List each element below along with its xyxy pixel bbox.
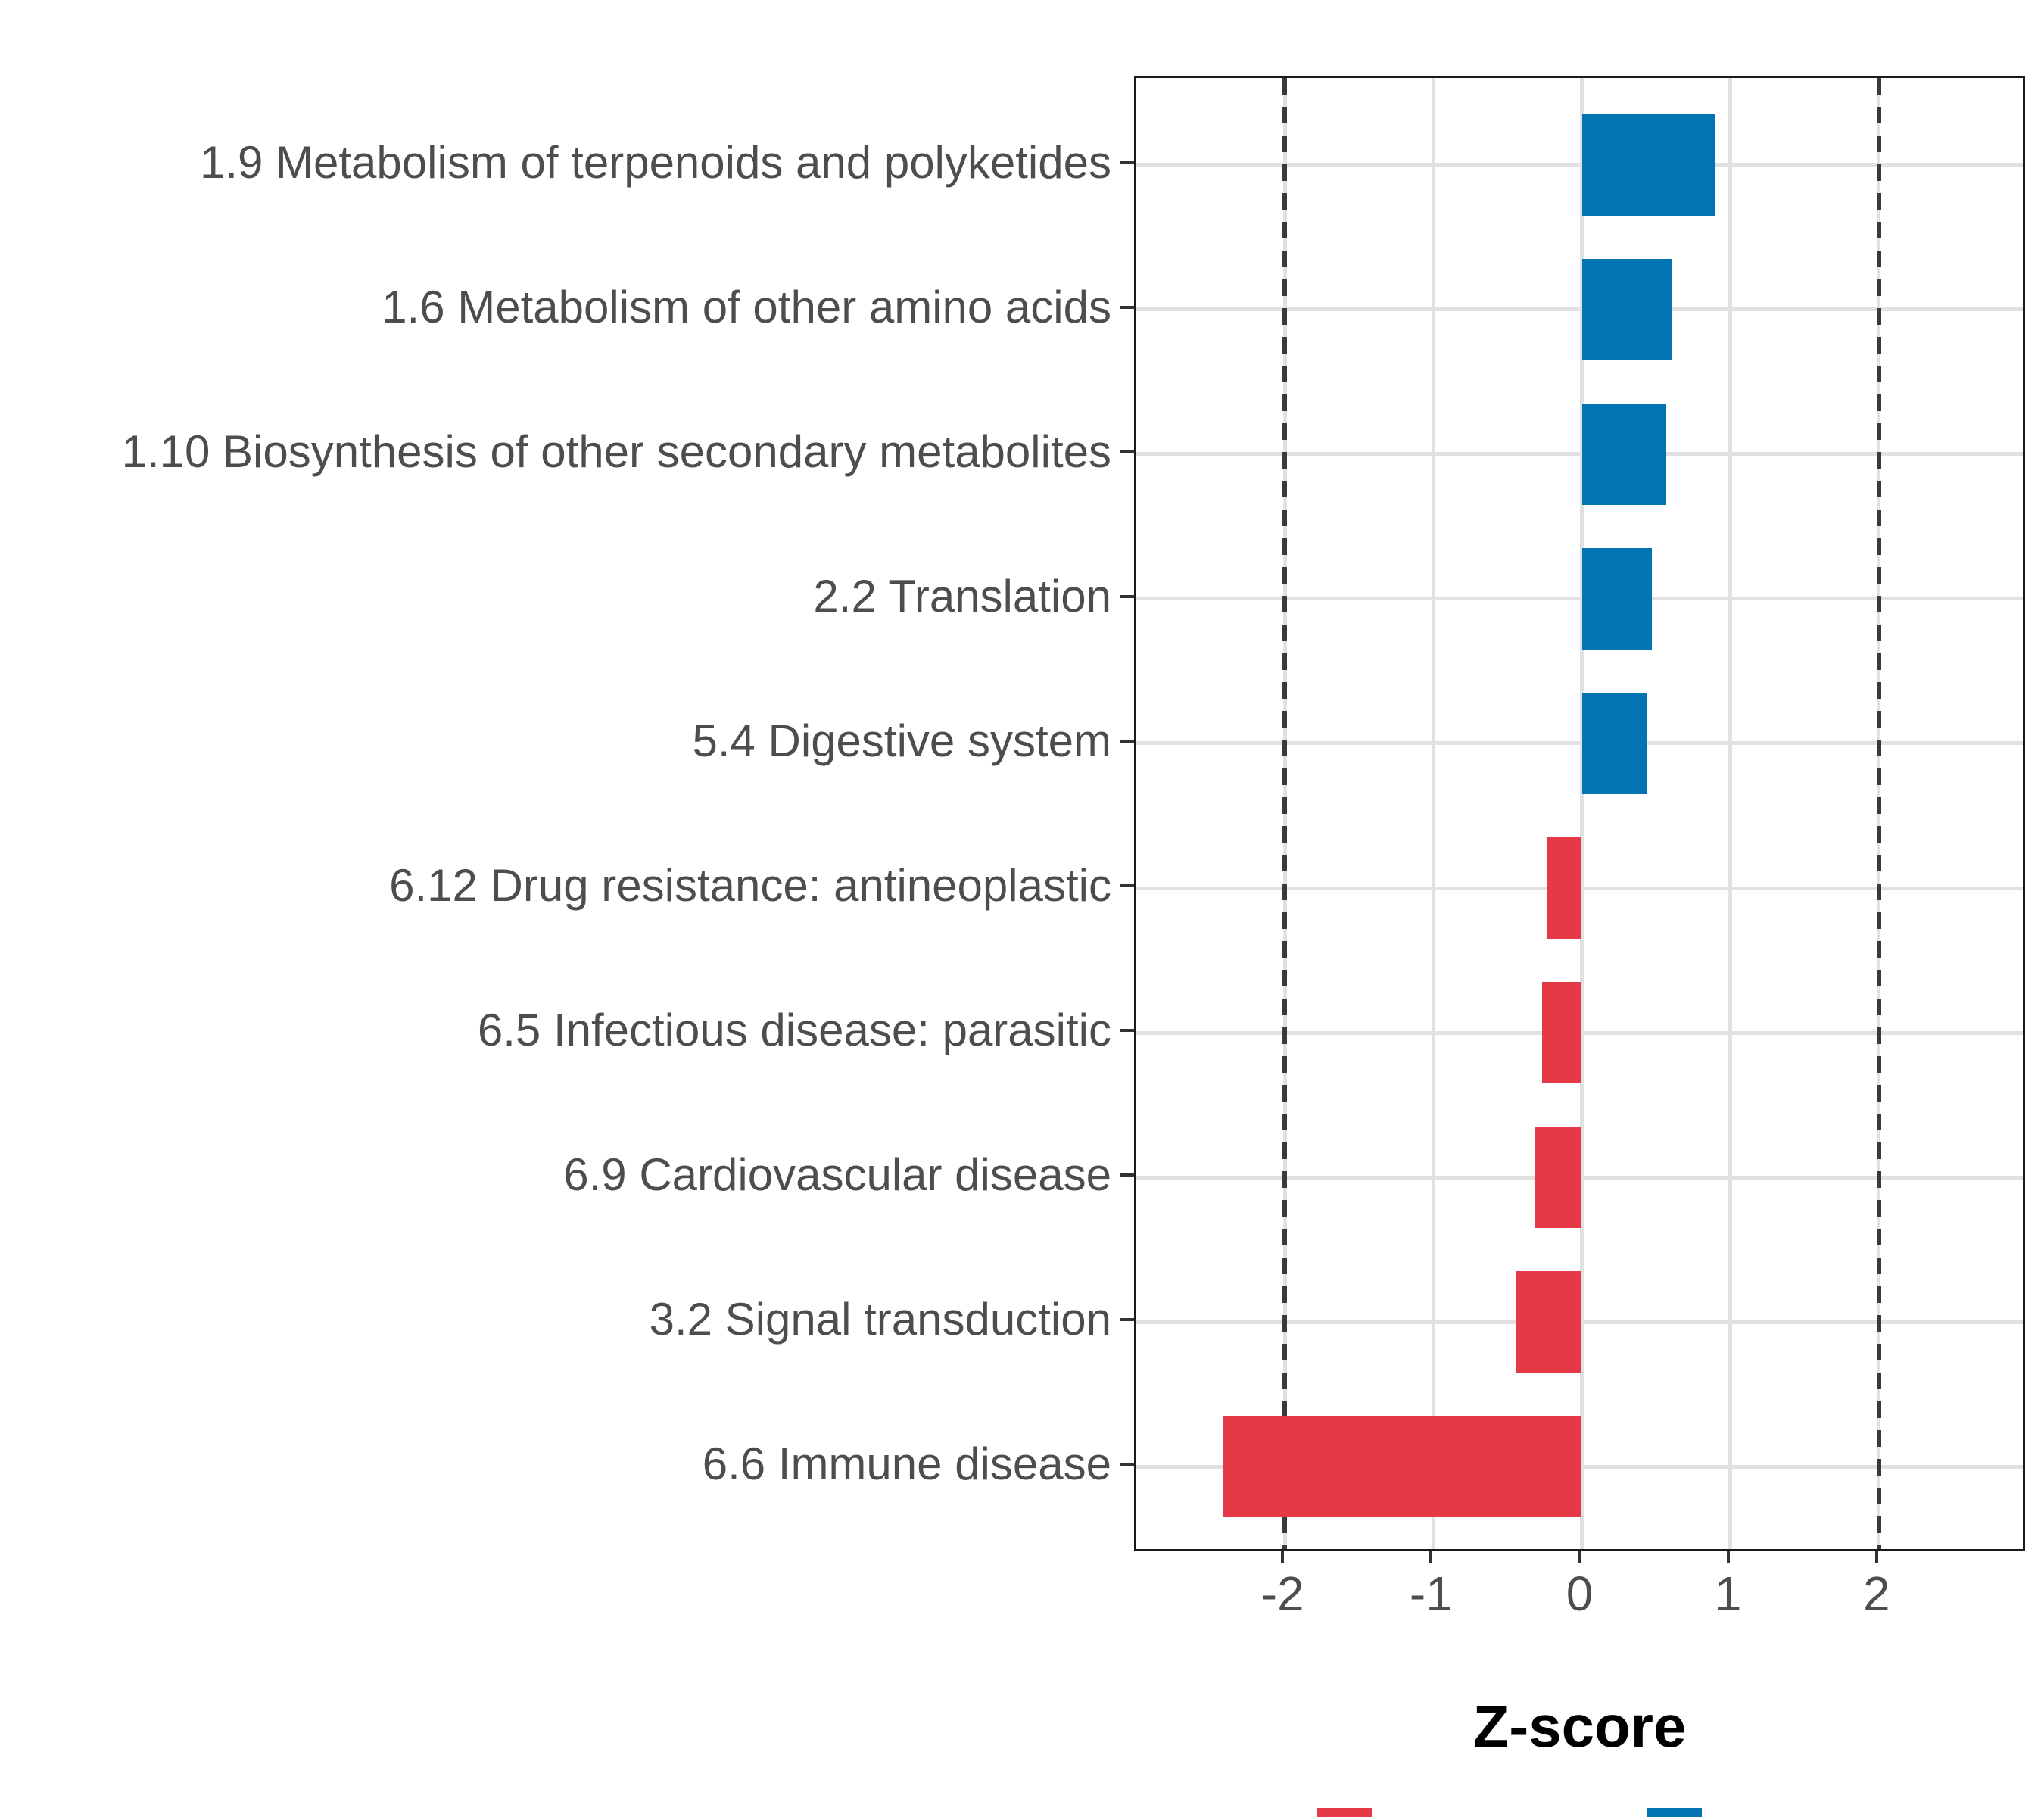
bar-top5 [1581, 258, 1673, 360]
legend-item-bottom5: Bottom 5 [1317, 1807, 1587, 1817]
bar-top5 [1581, 692, 1647, 794]
category-label: 1.10 Biosynthesis of other secondary met… [121, 425, 1111, 477]
plot-panel [1134, 76, 2025, 1551]
gridline-horizontal [1136, 452, 2023, 457]
legend-swatch-top5 [1647, 1808, 1703, 1817]
category-label: 6.6 Immune disease [702, 1438, 1111, 1490]
category-label: 1.9 Metabolism of terpenoids and polyket… [199, 136, 1111, 188]
bar-bottom5 [1516, 1271, 1582, 1373]
gridline-horizontal [1136, 741, 2023, 746]
category-label: 3.2 Signal transduction [649, 1294, 1111, 1345]
y-tick-mark [1120, 1029, 1134, 1033]
gridline-horizontal [1136, 163, 2023, 167]
gridline-vertical [1728, 78, 1733, 1549]
category-label: 2.2 Translation [813, 570, 1111, 622]
x-tick-mark [1281, 1551, 1285, 1563]
legend: Bottom 5 Top 5 [1134, 1801, 2025, 1817]
bar-top5 [1581, 547, 1652, 650]
legend-item-top5: Top 5 [1647, 1807, 1842, 1817]
y-tick-mark [1120, 1318, 1134, 1322]
x-tick-mark [1874, 1551, 1878, 1563]
y-tick-mark [1120, 161, 1134, 164]
gridline-horizontal [1136, 597, 2023, 601]
x-tick-label: -1 [1409, 1566, 1453, 1621]
category-label: 5.4 Digestive system [692, 715, 1111, 766]
x-tick-mark [1578, 1551, 1581, 1563]
y-tick-mark [1120, 1173, 1134, 1177]
x-tick-mark [1429, 1551, 1433, 1563]
legend-label-bottom5: Bottom 5 [1393, 1807, 1587, 1817]
dashed-reference-line [1876, 78, 1881, 1549]
gridline-horizontal [1136, 307, 2023, 312]
bar-bottom5 [1541, 982, 1582, 1084]
bar-top5 [1581, 403, 1667, 505]
legend-swatch-bottom5 [1317, 1808, 1373, 1817]
category-label: 6.5 Infectious disease: parasitic [477, 1005, 1111, 1056]
y-tick-mark [1120, 1463, 1134, 1466]
legend-label-top5: Top 5 [1723, 1807, 1842, 1817]
gridline-vertical [1580, 78, 1584, 1549]
bar-top5 [1581, 114, 1716, 216]
x-tick-mark [1726, 1551, 1730, 1563]
bar-bottom5 [1222, 1416, 1582, 1518]
y-tick-mark [1120, 884, 1134, 888]
x-axis-title: Z-score [1472, 1693, 1687, 1759]
x-tick-label: 1 [1714, 1566, 1742, 1621]
y-tick-mark [1120, 739, 1134, 743]
category-label: 1.6 Metabolism of other amino acids [382, 281, 1111, 332]
dashed-reference-line [1282, 78, 1288, 1549]
y-tick-mark [1120, 450, 1134, 453]
y-tick-mark [1120, 305, 1134, 309]
category-label: 6.9 Cardiovascular disease [563, 1149, 1111, 1201]
gridline-vertical [1431, 78, 1435, 1549]
bar-bottom5 [1547, 837, 1582, 940]
bar-bottom5 [1534, 1127, 1582, 1229]
category-label: 6.12 Drug resistance: antineoplastic [389, 860, 1111, 912]
x-tick-label: -2 [1260, 1566, 1304, 1621]
y-tick-mark [1120, 594, 1134, 598]
x-tick-label: 0 [1566, 1566, 1594, 1621]
x-tick-label: 2 [1863, 1566, 1890, 1621]
